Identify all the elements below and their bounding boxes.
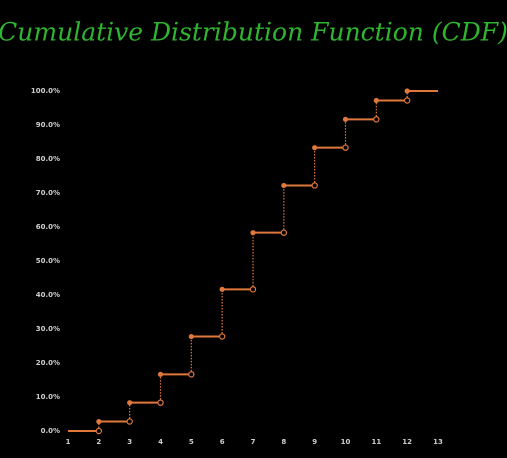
closed-point — [312, 145, 318, 151]
x-tick-label: 11 — [371, 438, 381, 446]
y-tick-label: 60.0% — [36, 223, 60, 231]
y-tick-label: 0.0% — [41, 427, 60, 435]
x-tick-label: 12 — [402, 438, 412, 446]
chart-title: Cumulative Distribution Function (CDF) — [0, 18, 507, 47]
x-tick-label: 1 — [66, 438, 71, 446]
closed-point — [219, 286, 225, 292]
closed-point — [281, 182, 287, 189]
open-point — [157, 399, 164, 406]
x-tick-label: 9 — [312, 438, 317, 446]
open-point — [218, 333, 226, 340]
y-tick-label: 50.0% — [36, 257, 60, 265]
y-tick-label: 70.0% — [36, 189, 60, 197]
y-tick-label: 30.0% — [36, 325, 60, 333]
y-tick-label: 40.0% — [36, 291, 60, 299]
y-tick-label: 80.0% — [36, 155, 60, 163]
open-point — [95, 427, 103, 435]
open-point — [126, 418, 133, 425]
x-tick-label: 7 — [251, 438, 256, 446]
x-tick-label: 4 — [158, 438, 163, 446]
closed-point — [96, 418, 102, 425]
y-tick-label: 90.0% — [36, 121, 60, 129]
open-point — [280, 229, 288, 236]
closed-point — [250, 230, 256, 236]
open-point — [311, 182, 318, 189]
open-point — [188, 371, 195, 378]
open-point — [342, 144, 349, 151]
x-tick-label: 8 — [281, 438, 286, 446]
closed-point — [342, 116, 349, 122]
open-point — [403, 97, 411, 104]
x-tick-label: 13 — [433, 438, 443, 446]
y-tick-label: 100.0% — [31, 87, 60, 95]
x-tick-label: 5 — [189, 438, 194, 446]
open-point — [373, 116, 380, 123]
y-tick-label: 20.0% — [36, 359, 60, 367]
open-point — [249, 286, 257, 293]
closed-point — [373, 97, 379, 104]
y-tick-label: 10.0% — [36, 393, 60, 401]
x-tick-label: 2 — [96, 438, 101, 446]
x-tick-label: 10 — [341, 438, 351, 446]
closed-point — [127, 400, 133, 406]
closed-point — [157, 371, 164, 377]
closed-point — [404, 88, 410, 94]
x-tick-label: 6 — [220, 438, 225, 446]
x-tick-label: 3 — [127, 438, 132, 446]
closed-point — [188, 333, 194, 340]
